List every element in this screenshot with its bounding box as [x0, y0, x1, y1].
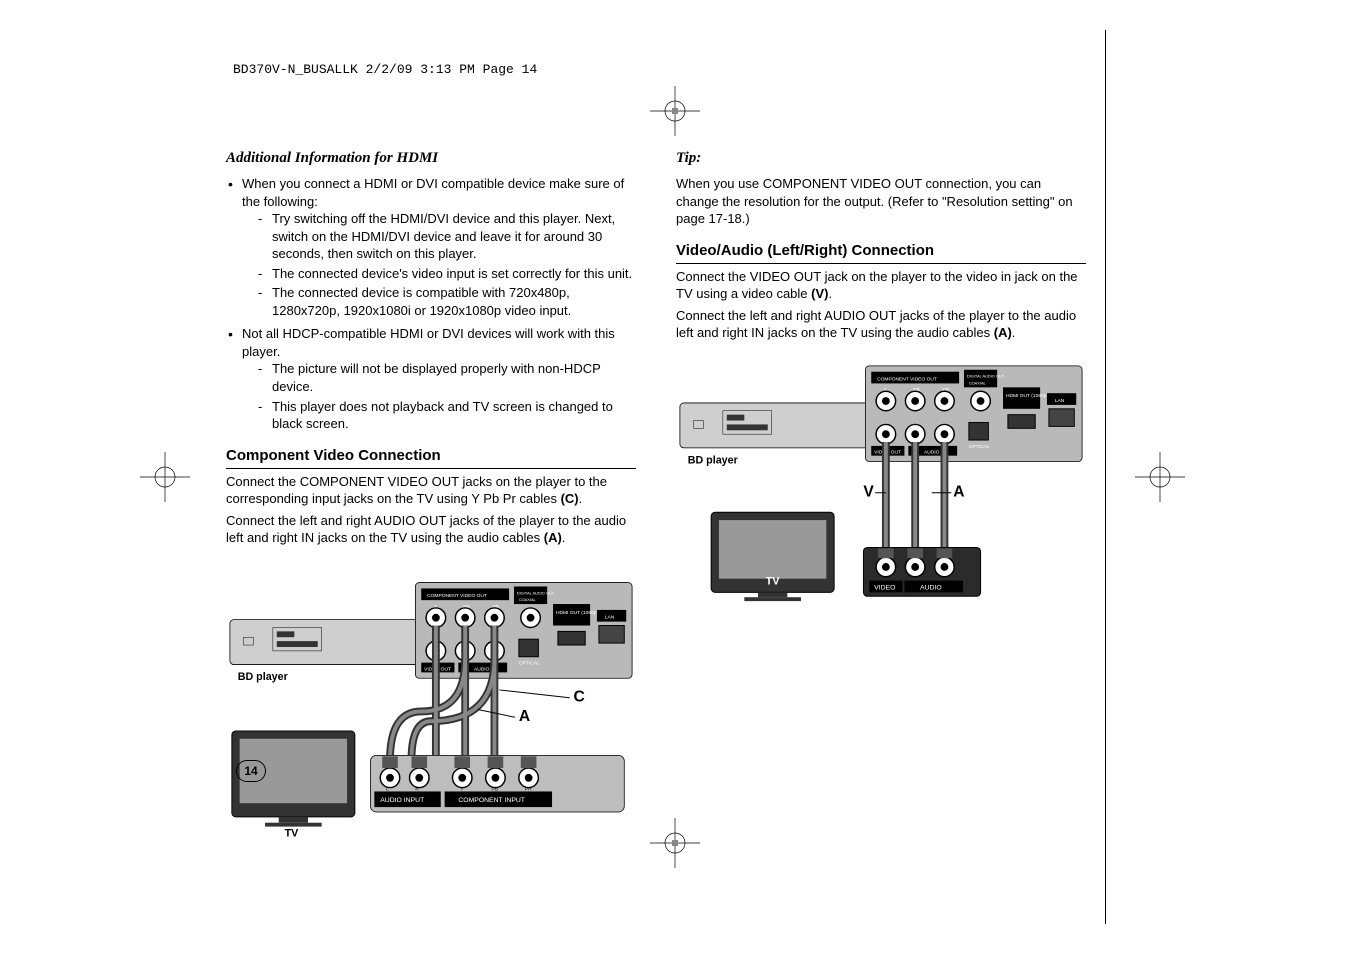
svg-text:HDMI OUT (1080p): HDMI OUT (1080p)	[556, 610, 599, 616]
svg-text:DIGITAL AUDIO OUT: DIGITAL AUDIO OUT	[967, 373, 1005, 378]
component-para-1-bold: (C)	[561, 491, 579, 506]
svg-text:HDMI OUT (1080p): HDMI OUT (1080p)	[1006, 393, 1049, 399]
component-para-1: Connect the COMPONENT VIDEO OUT jacks on…	[226, 473, 636, 508]
callout-v: V	[863, 483, 874, 500]
bd-player-label: BD player	[238, 671, 289, 683]
hdmi-section-title: Additional Information for HDMI	[226, 150, 636, 167]
svg-text:AUDIO: AUDIO	[924, 450, 940, 456]
bd-player-label-r: BD player	[688, 454, 739, 466]
svg-text:COMPONENT INPUT: COMPONENT INPUT	[458, 797, 525, 804]
component-para-2: Connect the left and right AUDIO OUT jac…	[226, 512, 636, 547]
callout-a-r: A	[953, 483, 964, 500]
hdmi-bullet-1: When you connect a HDMI or DVI compatibl…	[226, 175, 636, 319]
video-audio-title: Video/Audio (Left/Right) Connection	[676, 242, 1086, 264]
page-number: 14	[236, 760, 266, 782]
va-para-2a: Connect the left and right AUDIO OUT jac…	[676, 308, 1076, 341]
va-para-1b: .	[828, 286, 832, 301]
svg-text:AUDIO INPUT: AUDIO INPUT	[380, 797, 425, 804]
svg-text:COAXIAL: COAXIAL	[969, 380, 987, 385]
tip-body: When you use COMPONENT VIDEO OUT connect…	[676, 175, 1086, 228]
svg-text:VIDEO: VIDEO	[874, 584, 895, 591]
hdmi-sub-3: The connected device is compatible with …	[258, 284, 636, 319]
component-section-title: Component Video Connection	[226, 447, 636, 469]
svg-text:COAXIAL: COAXIAL	[519, 597, 537, 602]
svg-text:PB: PB	[492, 786, 499, 792]
svg-text:LAN: LAN	[1055, 398, 1065, 404]
component-connection-diagram: BD player COMPONENT VIDEO OUT Y PB PR DI…	[226, 565, 636, 838]
tip-title: Tip:	[676, 150, 1086, 167]
va-para-1a: Connect the VIDEO OUT jack on the player…	[676, 269, 1078, 302]
hdmi-sub-4: The picture will not be displayed proper…	[258, 360, 636, 395]
trim-line	[1105, 30, 1106, 924]
hdmi-bullet-2-intro: Not all HDCP-compatible HDMI or DVI devi…	[242, 326, 615, 359]
video-audio-connection-diagram: BD player COMPONENT VIDEO OUT Y PB PR DI…	[676, 360, 1086, 604]
svg-text:DIGITAL AUDIO OUT: DIGITAL AUDIO OUT	[517, 590, 555, 595]
svg-text:COMPONENT VIDEO OUT: COMPONENT VIDEO OUT	[877, 376, 937, 382]
hdmi-sub-2: The connected device's video input is se…	[258, 265, 636, 283]
component-para-2-bold: (A)	[544, 530, 562, 545]
component-para-1b: .	[579, 491, 583, 506]
svg-text:AUDIO: AUDIO	[920, 584, 942, 591]
tv-label-r: TV	[766, 575, 781, 587]
hdmi-sub-1: Try switching off the HDMI/DVI device an…	[258, 210, 636, 263]
left-column: Additional Information for HDMI When you…	[226, 150, 636, 841]
tv-label: TV	[285, 827, 300, 838]
svg-text:OPTICAL: OPTICAL	[969, 444, 990, 450]
hdmi-bullet-1-intro: When you connect a HDMI or DVI compatibl…	[242, 176, 624, 209]
hdmi-sub-5: This player does not playback and TV scr…	[258, 398, 636, 433]
right-column: Tip: When you use COMPONENT VIDEO OUT co…	[676, 150, 1086, 841]
va-para-2: Connect the left and right AUDIO OUT jac…	[676, 307, 1086, 342]
svg-text:AUDIO: AUDIO	[474, 666, 490, 672]
crop-mark-right	[1135, 452, 1185, 502]
va-para-1: Connect the VIDEO OUT jack on the player…	[676, 268, 1086, 303]
va-para-2b: .	[1012, 325, 1016, 340]
component-para-2b: .	[562, 530, 566, 545]
hdmi-bullet-2: Not all HDCP-compatible HDMI or DVI devi…	[226, 325, 636, 432]
component-para-2a: Connect the left and right AUDIO OUT jac…	[226, 513, 626, 546]
component-para-1a: Connect the COMPONENT VIDEO OUT jacks on…	[226, 474, 607, 507]
page-content: Additional Information for HDMI When you…	[226, 150, 1086, 841]
crop-mark-top	[650, 86, 700, 136]
svg-text:L: L	[386, 786, 389, 792]
va-para-1-bold: (V)	[811, 286, 828, 301]
svg-text:OPTICAL: OPTICAL	[519, 660, 540, 666]
crop-mark-left	[140, 452, 190, 502]
va-para-2-bold: (A)	[994, 325, 1012, 340]
print-header: BD370V-N_BUSALLK 2/2/09 3:13 PM Page 14	[233, 62, 537, 77]
svg-text:COMPONENT VIDEO OUT: COMPONENT VIDEO OUT	[427, 593, 487, 599]
svg-text:PR: PR	[525, 786, 532, 792]
svg-text:LAN: LAN	[605, 615, 615, 621]
svg-text:R: R	[415, 786, 419, 792]
callout-c: C	[574, 689, 585, 706]
callout-a: A	[519, 708, 530, 725]
